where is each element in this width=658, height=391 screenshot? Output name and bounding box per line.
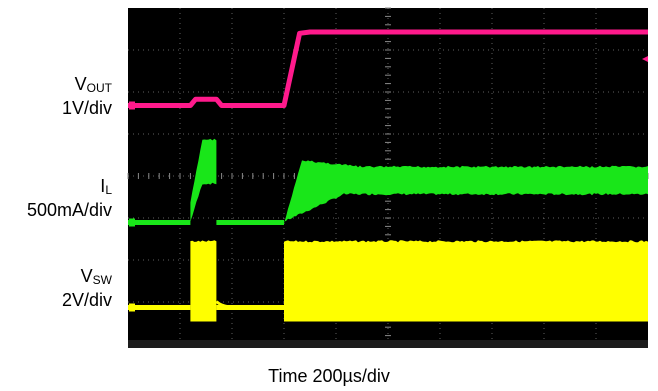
vsw-trace-pulse <box>284 240 648 322</box>
vout-label-sub: OUT <box>86 81 112 95</box>
vout-label-main: V <box>74 74 87 94</box>
x-axis-label: Time 200µs/div <box>268 366 390 386</box>
trigger-level-marker <box>642 56 648 62</box>
vsw-label: VSW 2V/div <box>20 266 112 310</box>
il-label: IL 500mA/div <box>0 176 112 220</box>
channel-ground-marker <box>129 303 135 312</box>
vout-trace <box>128 29 648 108</box>
vsw-trace-pulse <box>190 240 217 322</box>
il-label-main: I <box>100 176 106 196</box>
vsw-trace-ringing <box>215 300 239 309</box>
il-trace-pulse <box>190 138 217 222</box>
vsw-label-main: V <box>80 266 93 286</box>
il-trace-pulse <box>284 160 648 224</box>
channel-ground-marker <box>129 218 135 227</box>
il-scale: 500mA/div <box>26 200 112 220</box>
traces <box>128 29 648 322</box>
vout-scale: 1V/div <box>61 98 112 118</box>
il-label-sub: L <box>105 183 112 197</box>
status-bar <box>128 340 648 348</box>
channel-ground-marker <box>129 101 135 110</box>
vsw-scale: 2V/div <box>61 290 112 310</box>
vsw-label-sub: SW <box>92 273 112 287</box>
vout-label: VOUT 1V/div <box>20 74 112 118</box>
